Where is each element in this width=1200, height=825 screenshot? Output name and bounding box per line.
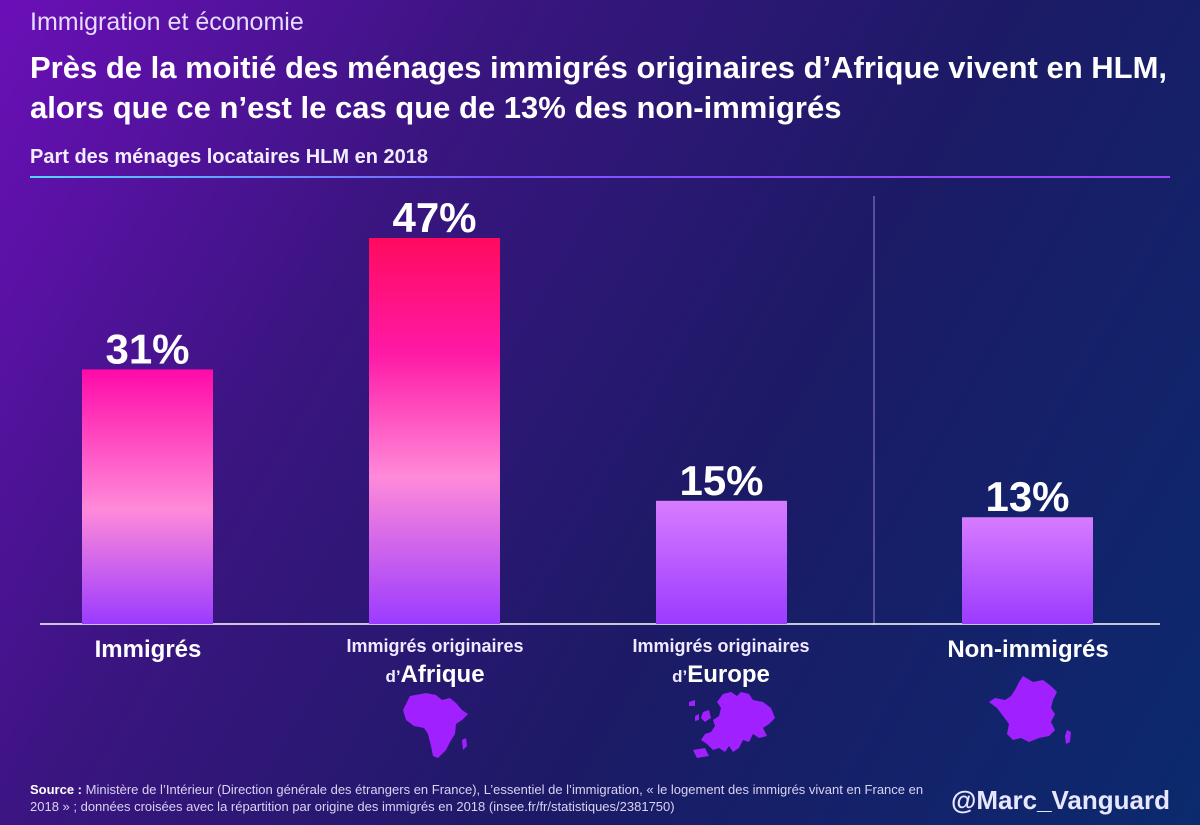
chart-title: Près de la moitié des ménages immigrés o…: [30, 50, 1168, 125]
bar-immigres: [82, 369, 213, 624]
kicker: Immigration et économie: [30, 8, 304, 36]
category-label-afrique: Immigrés originaires d’Afrique: [305, 636, 565, 689]
category-label-europe: Immigrés originaires d’Europe: [591, 636, 851, 689]
bar-chart: 31% 47% 15% 13%: [40, 194, 1160, 625]
bar-europe: [656, 500, 787, 624]
author-handle: @Marc_Vanguard: [951, 785, 1170, 815]
bar-afrique: [369, 238, 500, 624]
africa-map-icon: [403, 693, 468, 758]
category-label-afrique-main: Afrique: [400, 661, 485, 688]
category-label-europe-main: Europe: [687, 661, 770, 688]
source-note: Source : Ministère de l’Intérieur (Direc…: [30, 781, 940, 815]
category-label-afrique-line1: Immigrés originaires: [346, 636, 524, 656]
source-text: Ministère de l’Intérieur (Direction géné…: [30, 782, 924, 814]
france-map-icon: [989, 676, 1071, 744]
category-label-europe-line1: Immigrés originaires: [632, 636, 810, 656]
bar-non-immigres: [962, 517, 1093, 624]
value-label-europe: 15%: [679, 457, 763, 504]
title-rule: [30, 176, 1170, 178]
source-label: Source :: [30, 782, 83, 797]
chart-subtitle: Part des ménages locataires HLM en 2018: [30, 146, 428, 168]
value-label-non-immigres: 13%: [985, 473, 1069, 520]
value-label-immigres: 31%: [105, 325, 189, 372]
category-label-immigres: Immigrés: [94, 636, 202, 663]
europe-map-icon: [689, 692, 775, 758]
value-label-afrique: 47%: [392, 194, 476, 241]
category-label-non-immigres: Non-immigrés: [947, 636, 1109, 663]
category-label-afrique-prefix: d’: [385, 667, 401, 686]
category-label-europe-prefix: d’: [672, 667, 688, 686]
